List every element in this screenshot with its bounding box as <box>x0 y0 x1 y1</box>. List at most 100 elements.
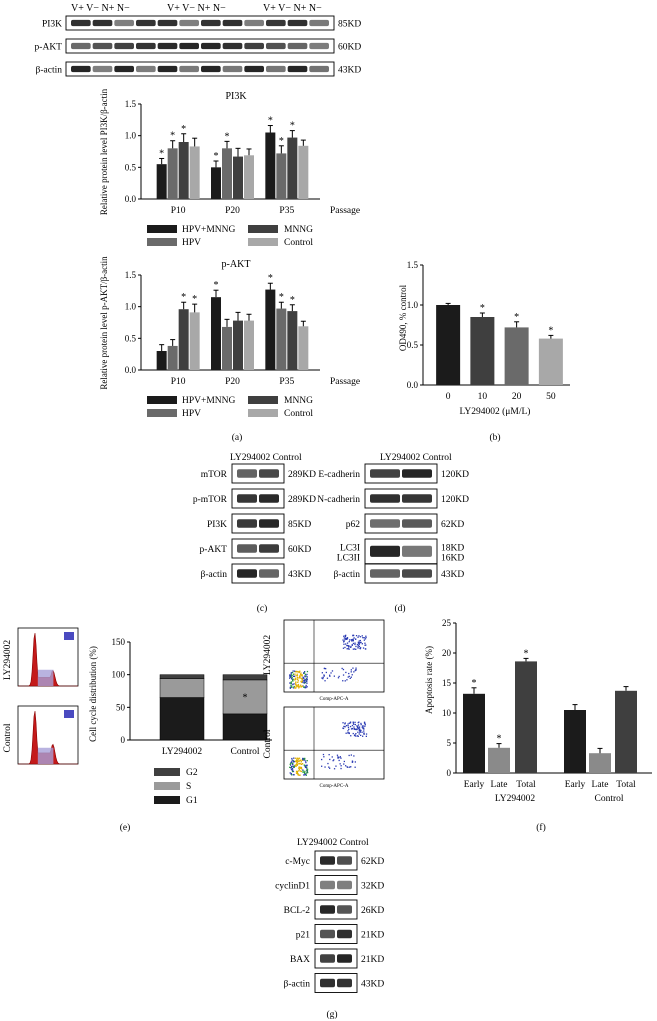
flow-event-dot <box>353 755 355 757</box>
flow-event-dot <box>298 770 300 772</box>
pi3k-significance-star: * <box>290 121 295 132</box>
flow-event-dot <box>358 721 360 723</box>
flow-event-dot <box>345 638 348 640</box>
flow-event-dot <box>294 670 296 672</box>
blot-c-band <box>237 544 257 553</box>
flow-event-dot <box>363 733 365 735</box>
flow-event-dot <box>347 723 349 725</box>
flow-event-dot <box>322 676 324 678</box>
flow-event-dot <box>352 722 354 724</box>
lane-header-3: V+ V− N+ N− <box>263 3 322 14</box>
flow-event-dot <box>290 762 292 764</box>
flow-event-dot <box>356 735 359 737</box>
blot-d-band <box>402 519 432 528</box>
flow-event-dot <box>304 766 307 768</box>
flow-event-dot <box>304 770 306 772</box>
blot-a-band <box>92 42 113 50</box>
flow-event-dot <box>290 761 293 763</box>
legend2-swatch-hpv-mnng <box>147 396 177 404</box>
flow-event-dot <box>360 647 362 649</box>
blot-d-strip-0 <box>364 463 438 484</box>
blot-a-band <box>136 19 156 27</box>
cellcycle-x-tick-label: Control <box>230 747 259 757</box>
flow-event-dot <box>304 682 306 684</box>
flow-event-dot <box>347 645 350 647</box>
flow-event-dot <box>344 680 346 682</box>
flow-event-dot <box>331 756 333 758</box>
blot-g-strip-4 <box>314 948 358 969</box>
flow-event-dot <box>304 681 306 683</box>
pakt-bar-hpv-p35 <box>276 308 287 370</box>
flow-event-dot <box>294 760 296 762</box>
flow-plot-control: Comp-APC-A <box>283 706 385 789</box>
flow-event-dot <box>294 764 296 766</box>
apoptosis-group-ly294002: LY294002 <box>495 794 535 804</box>
blot-d-band <box>370 569 400 578</box>
pakt-ylabel: Relative protein level p-AKT/β-actin <box>99 256 109 390</box>
pakt-bar-hpv-p10 <box>167 345 178 370</box>
blot-g-label-p21: p21 <box>296 931 311 941</box>
pakt-bar-control-p35 <box>298 326 309 370</box>
flow-event-dot <box>344 646 346 649</box>
flow-event-dot <box>343 641 345 643</box>
flow-event-dot <box>359 731 361 733</box>
flow-plot-frame <box>283 619 385 693</box>
blot-g-band <box>337 929 352 939</box>
flow-plot-ly294002: Comp-APC-A <box>283 619 385 702</box>
blot-a-band <box>222 19 243 27</box>
blot-c-size-3: 60KD <box>288 545 311 555</box>
blot-g-size-4: 21KD <box>361 955 384 965</box>
flow-event-dot <box>304 757 306 760</box>
cc-legend-label-s: S <box>186 782 191 792</box>
flow-event-dot <box>340 765 342 767</box>
flow-event-dot <box>357 725 359 727</box>
flow-event-dot <box>352 648 354 650</box>
flow-event-dot <box>304 675 306 677</box>
blot-d-strip-2 <box>364 513 438 534</box>
flow-event-dot <box>323 667 325 670</box>
pakt-bar-hpv-mnng-p35 <box>265 289 276 370</box>
flow-event-dot <box>349 721 352 723</box>
flow-event-dot <box>346 644 348 647</box>
flow-event-dot <box>295 765 297 767</box>
blot-g-size-1: 32KD <box>361 882 384 892</box>
flow-event-dot <box>353 726 355 728</box>
panel-c-caption: (c) <box>257 603 268 614</box>
flow-event-dot <box>289 682 291 684</box>
blot-c-band <box>259 469 279 478</box>
flow-event-dot <box>297 770 299 773</box>
blot-a-band <box>309 42 329 50</box>
flow-event-dot <box>343 763 345 765</box>
flow-event-dot <box>292 678 294 680</box>
blot-d-band <box>402 494 432 503</box>
flow-event-dot <box>302 676 304 678</box>
pakt-y-tick-label: 0.0 <box>125 365 137 375</box>
legend-swatch-mnng <box>248 225 278 233</box>
pi3k-bar-hpv-mnng-p35 <box>265 132 276 199</box>
flow-event-dot <box>306 686 308 688</box>
apoptosis-x-tick-label: Late <box>491 780 508 790</box>
flow-event-dot <box>338 756 340 759</box>
pakt-significance-star: * <box>279 292 284 303</box>
flow-event-dot <box>294 673 296 675</box>
flow-event-dot <box>292 679 294 681</box>
pi3k-y-tick-label: 0.0 <box>125 194 137 204</box>
flow-event-dot <box>351 728 353 730</box>
legend2-swatch-mnng <box>248 396 278 404</box>
flow-event-dot <box>305 774 307 776</box>
od-x-tick-label: 20 <box>512 392 522 402</box>
flow-event-dot <box>323 675 325 677</box>
blot-g-label-bcl-2: BCL-2 <box>284 906 311 916</box>
flow-event-dot <box>352 634 354 636</box>
legend-label-mnng: MNNG <box>284 225 313 235</box>
flow-event-dot <box>358 642 360 645</box>
flow-event-dot <box>299 759 301 761</box>
flow-event-dot <box>295 681 297 683</box>
blot-d-label-p62: p62 <box>346 520 361 530</box>
flow-event-dot <box>297 758 300 760</box>
flow-event-dot <box>304 765 306 767</box>
blot-c-size-4: 43KD <box>288 570 311 580</box>
pi3k-bar-hpv-p10 <box>167 148 178 199</box>
flow-event-dot <box>354 721 356 723</box>
flow-event-dot <box>289 674 291 676</box>
